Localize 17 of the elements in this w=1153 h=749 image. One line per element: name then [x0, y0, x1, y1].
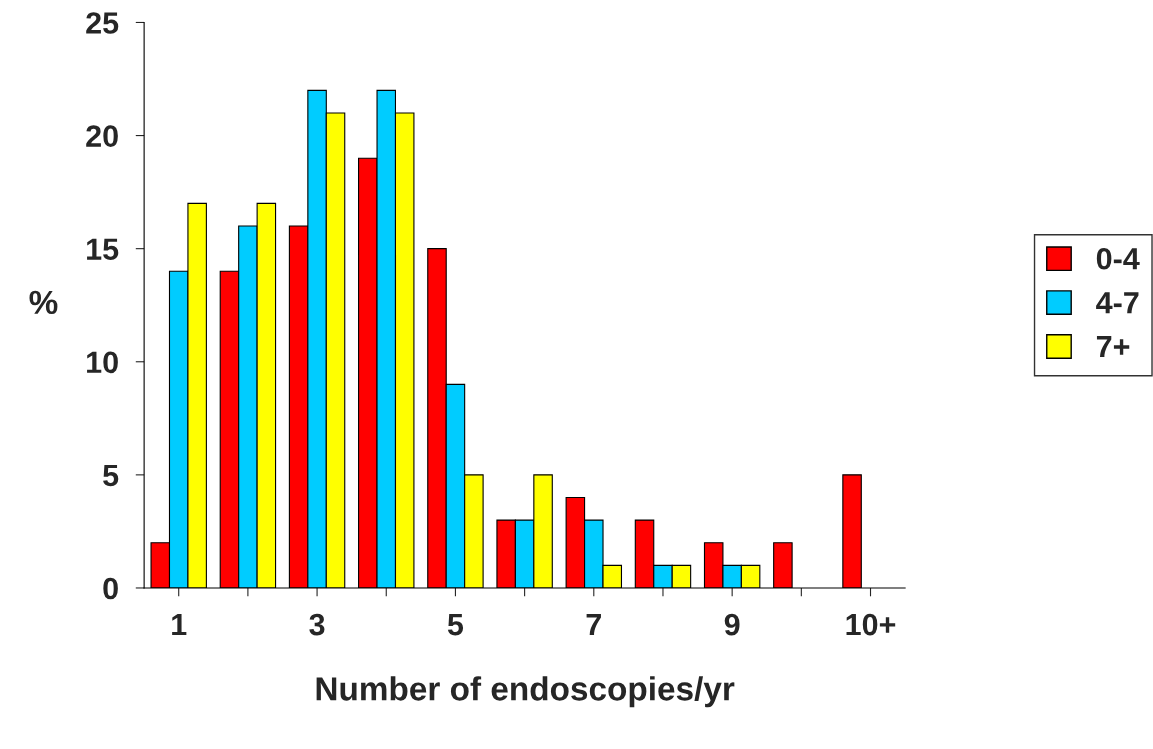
y-tick-label: 0: [103, 577, 118, 600]
x-tick-label: 9: [724, 613, 740, 636]
x-tick-label: 10+: [846, 613, 896, 636]
y-tick-label: 20: [86, 125, 118, 147]
y-tick-label: 15: [87, 238, 119, 261]
x-tick-label: 5: [447, 614, 464, 636]
legend-label: 4-7: [1096, 292, 1139, 314]
legend-label: 0-4: [1096, 247, 1140, 270]
y-tick-label: 10: [87, 351, 118, 374]
y-axis-title: %: [29, 290, 58, 315]
y-tick-label: 25: [86, 12, 119, 34]
y-tick-label: 5: [103, 464, 119, 487]
x-tick-label: 1: [172, 614, 187, 636]
x-tick-label: 7: [586, 614, 601, 636]
x-tick-label: 3: [309, 613, 325, 636]
x-axis-title: Number of endoscopies/yr: [316, 676, 735, 708]
legend-label: 7+: [1096, 336, 1130, 358]
